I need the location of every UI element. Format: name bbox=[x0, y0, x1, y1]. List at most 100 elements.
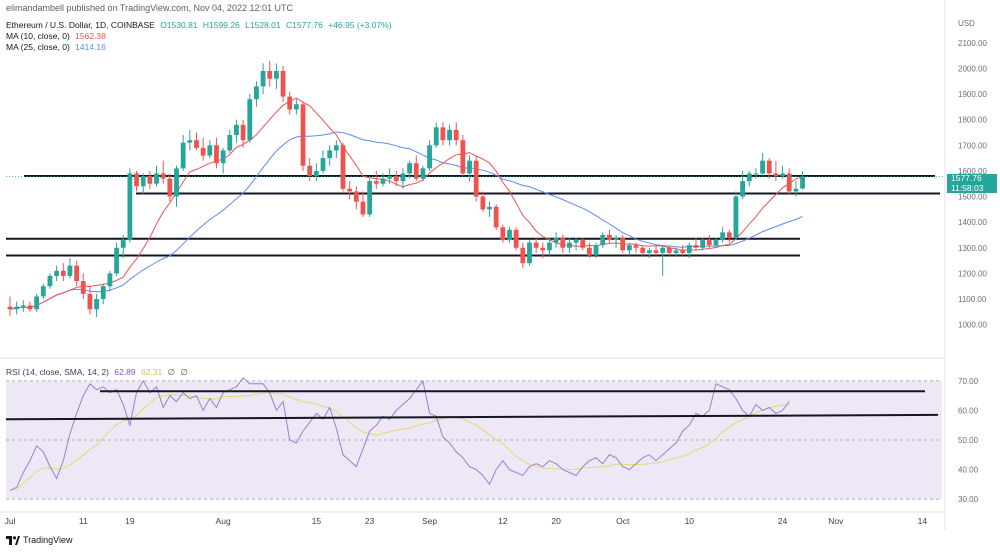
candle-body bbox=[660, 247, 666, 253]
candle-body bbox=[114, 247, 119, 274]
time-tick-label: 19 bbox=[125, 516, 135, 526]
candle-body bbox=[573, 240, 579, 243]
candle-body bbox=[733, 196, 739, 238]
candle-body bbox=[333, 145, 339, 151]
candle-body bbox=[134, 173, 139, 187]
candle-body bbox=[27, 305, 33, 310]
change-value: +46.95 (+3.07%) bbox=[328, 20, 392, 30]
low-value: L1528.01 bbox=[245, 20, 281, 30]
candle-body bbox=[120, 240, 126, 248]
candle-body bbox=[620, 237, 626, 251]
candle-body bbox=[54, 270, 60, 276]
candle-body bbox=[673, 250, 679, 253]
candle-body bbox=[760, 160, 765, 174]
candle-body bbox=[413, 163, 419, 179]
candle-body bbox=[773, 173, 779, 177]
candle-body bbox=[533, 242, 539, 248]
candle-body bbox=[100, 286, 106, 300]
time-tick-label: Sep bbox=[422, 516, 437, 526]
candle-body bbox=[274, 70, 279, 79]
price-tick-label: 1500.00 bbox=[958, 193, 987, 202]
rsi-tick-label: 50.00 bbox=[958, 436, 979, 445]
rsi-extra-2: ∅ bbox=[180, 367, 188, 377]
candle-body bbox=[513, 229, 519, 248]
time-tick-label: 20 bbox=[551, 516, 561, 526]
time-tick-label: 24 bbox=[778, 516, 788, 526]
candle-body bbox=[300, 104, 306, 166]
candle-body bbox=[693, 245, 699, 248]
candle-body bbox=[280, 70, 286, 97]
time-tick-label: 14 bbox=[918, 516, 928, 526]
candle-body bbox=[706, 240, 712, 246]
candle-body bbox=[453, 129, 459, 141]
candle-body bbox=[87, 293, 93, 310]
candle-body bbox=[307, 165, 313, 177]
candle-body bbox=[240, 124, 246, 141]
rsi-trendline bbox=[5, 413, 939, 421]
price-tick-label: 1200.00 bbox=[958, 269, 987, 278]
candle-body bbox=[380, 178, 386, 184]
candle-body bbox=[360, 201, 366, 215]
candle-body bbox=[613, 237, 619, 241]
candle-body bbox=[154, 173, 159, 184]
candle-body bbox=[766, 160, 772, 174]
footer-brand[interactable]: TradingView bbox=[6, 535, 73, 545]
rsi-sma-line bbox=[9, 391, 790, 491]
candle-body bbox=[700, 240, 706, 248]
candle-body bbox=[553, 237, 559, 243]
time-tick-label: 12 bbox=[498, 516, 508, 526]
price-tick-label: 2100.00 bbox=[958, 39, 987, 48]
time-tick-label: 11 bbox=[79, 516, 88, 526]
publisher-note: elimandambell published on TradingView.c… bbox=[6, 3, 294, 13]
candle-body bbox=[140, 176, 146, 187]
ma25-legend[interactable]: MA (25, close, 0) 1414.16 bbox=[6, 42, 106, 53]
ma10-legend[interactable]: MA (10, close, 0) 1562.38 bbox=[6, 31, 106, 42]
candle-body bbox=[633, 245, 639, 248]
candle-body bbox=[753, 173, 759, 175]
rsi-legend[interactable]: RSI (14, close, SMA, 14, 2) 62.89 62.31 … bbox=[6, 367, 188, 378]
candle-body bbox=[254, 86, 259, 100]
time-tick-label: 15 bbox=[312, 516, 322, 526]
candle-body bbox=[167, 178, 173, 197]
candle-body bbox=[433, 127, 439, 146]
candle-body bbox=[587, 247, 592, 256]
rsi-line bbox=[9, 377, 790, 491]
price-tick-label: 1700.00 bbox=[958, 141, 987, 150]
open-value: O1530.81 bbox=[160, 20, 198, 30]
candle-body bbox=[580, 240, 586, 248]
candle-body bbox=[400, 173, 406, 182]
candle-body bbox=[473, 160, 479, 197]
close-value: C1577.76 bbox=[285, 20, 323, 30]
candle-body bbox=[653, 250, 659, 253]
candle-body bbox=[180, 142, 186, 169]
candle-body bbox=[686, 245, 692, 253]
candle-body bbox=[107, 273, 113, 287]
candle-body bbox=[560, 237, 566, 248]
rsi-tick-label: 40.00 bbox=[958, 466, 979, 475]
symbol-legend[interactable]: Ethereum / U.S. Dollar, 1D, COINBASE O15… bbox=[6, 20, 392, 31]
candle-body bbox=[220, 150, 226, 164]
time-tick-label: 10 bbox=[685, 516, 695, 526]
ma10-label: MA (10, close, 0) bbox=[6, 31, 70, 41]
current-price-tag: 1577.76 11:58:03 bbox=[947, 173, 997, 193]
candle-body bbox=[800, 176, 805, 189]
candle-body bbox=[373, 181, 379, 184]
candle-body bbox=[60, 270, 66, 276]
candle-body bbox=[160, 173, 166, 179]
candle-body bbox=[14, 306, 20, 310]
candle-body bbox=[493, 206, 499, 228]
time-tick-label: 23 bbox=[365, 516, 375, 526]
candle-body bbox=[47, 275, 53, 287]
candle-body bbox=[547, 242, 552, 251]
candle-body bbox=[234, 124, 239, 136]
rsi-tick-label: 70.00 bbox=[958, 377, 979, 386]
candle-body bbox=[40, 286, 46, 297]
rsi-tick-label: 30.00 bbox=[958, 495, 979, 504]
candle-body bbox=[347, 188, 353, 192]
ma25-label: MA (25, close, 0) bbox=[6, 42, 70, 52]
time-tick-label: Oct bbox=[616, 516, 630, 526]
candle-body bbox=[393, 176, 399, 182]
candle-body bbox=[267, 70, 273, 79]
candle-body bbox=[407, 163, 412, 174]
